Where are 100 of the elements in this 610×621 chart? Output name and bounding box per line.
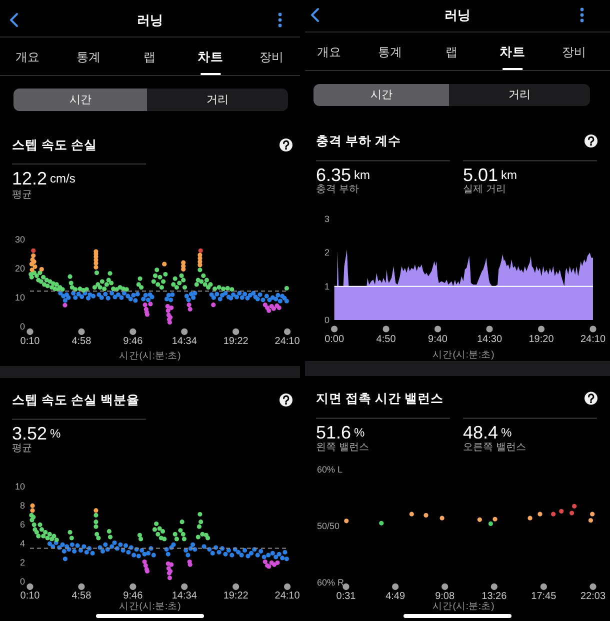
point	[30, 508, 35, 513]
point	[162, 262, 167, 266]
text: 3.52 %	[12, 423, 62, 444]
x-tick-label: 9:40	[428, 334, 448, 345]
point	[96, 536, 101, 540]
text: 충격 부하	[316, 184, 359, 195]
chart-title: 지면 접촉 시간 밸런스	[316, 391, 444, 406]
y-tick-label: 4	[20, 538, 25, 549]
segment-button-selected: 시간	[14, 88, 147, 111]
y-tick-label: 2	[324, 248, 330, 258]
point	[198, 512, 202, 517]
text: 랩	[144, 50, 156, 64]
point	[30, 268, 34, 272]
text: 랩	[445, 45, 458, 59]
point	[488, 521, 493, 526]
x-tick-label: 19:20	[528, 334, 554, 345]
point	[271, 306, 276, 311]
text: 통계	[378, 45, 402, 59]
point	[205, 536, 210, 540]
x-tick-label: 14:34	[172, 336, 198, 348]
point	[174, 536, 179, 542]
point	[266, 308, 272, 313]
point	[169, 562, 174, 567]
text: 러닝	[444, 8, 470, 22]
point	[45, 536, 50, 540]
point	[440, 516, 444, 520]
x-tick-label: 24:10	[274, 336, 300, 348]
point	[69, 536, 74, 540]
point	[181, 267, 186, 272]
point	[108, 534, 113, 540]
point	[188, 306, 192, 312]
x-tick-label: 9:46	[123, 336, 144, 348]
y-tick-label: 0	[20, 322, 25, 332]
point	[47, 532, 52, 536]
x-tick-label: 9:08	[435, 591, 456, 602]
point	[172, 532, 178, 536]
point	[157, 526, 162, 531]
x-axis-title: 시간(시:분:초)	[432, 350, 494, 360]
x-tick-label: 4:58	[72, 590, 92, 602]
point	[160, 529, 166, 534]
point	[148, 302, 153, 306]
chart-title: 스텝 속도 손실 백분율	[12, 393, 140, 407]
text: 60% L	[317, 464, 343, 474]
x-tick-label: 4:50	[376, 334, 396, 345]
point	[162, 536, 167, 542]
x-tick-label: 0:31	[336, 591, 356, 602]
x-tick-label: 22:03	[580, 591, 606, 602]
point	[590, 512, 595, 516]
y-tick-label: 30	[14, 234, 25, 244]
text: 왼쪽 밸런스	[316, 442, 369, 454]
point	[166, 308, 170, 313]
point	[538, 512, 542, 516]
point	[152, 527, 158, 532]
point	[196, 534, 200, 540]
x-tick-label: 4:49	[386, 591, 406, 602]
point	[198, 262, 202, 268]
point	[156, 532, 160, 536]
point	[94, 508, 98, 513]
x-tick-label: 0:10	[20, 336, 40, 348]
text: 개요	[317, 45, 341, 59]
point	[94, 524, 98, 529]
point	[262, 559, 268, 564]
point	[137, 532, 142, 538]
point	[200, 532, 205, 536]
point	[188, 562, 192, 567]
point	[569, 510, 574, 516]
point	[154, 521, 159, 526]
point	[409, 512, 414, 516]
point	[94, 264, 98, 270]
point	[62, 302, 68, 308]
x-tick-label: 14:30	[477, 334, 502, 345]
point	[424, 513, 428, 518]
text: 평균	[12, 190, 32, 200]
point	[106, 529, 112, 534]
point	[144, 312, 150, 317]
point	[186, 302, 192, 308]
x-tick-label: 19:22	[223, 590, 249, 602]
point	[43, 530, 48, 535]
point	[275, 560, 280, 565]
text: 48.4 %	[463, 422, 512, 443]
text: 5.01 km	[463, 165, 518, 185]
x-tick-label: 14:34	[172, 590, 198, 602]
point	[38, 522, 42, 527]
point	[31, 253, 36, 258]
point	[551, 512, 556, 516]
text: 장비	[562, 45, 586, 59]
y-tick-label: 0	[324, 315, 330, 325]
point	[180, 532, 186, 536]
point	[182, 536, 186, 542]
point	[198, 248, 203, 253]
point	[198, 520, 204, 524]
point	[211, 302, 216, 308]
y-tick-label: 8	[20, 500, 25, 511]
point	[41, 534, 46, 538]
chart-title: 충격 부하 계수	[316, 134, 401, 148]
point	[559, 508, 564, 514]
x-tick-label: 17:45	[531, 591, 557, 602]
text: 12.2 cm/s	[12, 168, 76, 188]
point	[30, 503, 35, 508]
text: 오른쪽 밸런스	[463, 442, 526, 454]
